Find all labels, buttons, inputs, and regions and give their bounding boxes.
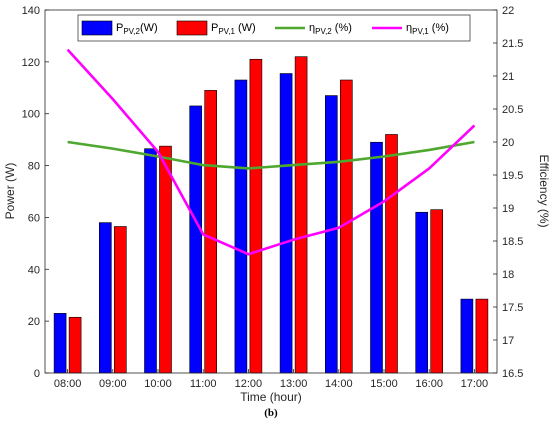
bar-p-pv2-1600 [415, 211, 429, 374]
bars-layer [53, 56, 489, 374]
x-axis: 08:00 09:00 10:00 11:00 12:00 13:00 14:00 15:00… [54, 369, 488, 390]
y-tick-label: 120 [22, 57, 40, 69]
legend-label: ηPV,1 (%) [406, 22, 449, 36]
y2-tick-label: 21 [502, 71, 514, 83]
bar-p-pv1-1000 [159, 145, 172, 374]
y2-axis-label: Efficiency (%) [537, 154, 550, 227]
bar-p-pv2-1200 [234, 79, 248, 374]
x-tick-label: 14:00 [325, 378, 353, 390]
y-tick-label: 60 [28, 212, 40, 224]
legend-label: PPV,1 (W) [211, 22, 256, 36]
y2-tick-label: 20 [502, 137, 514, 149]
y-tick-label: 100 [22, 109, 40, 121]
y-tick-label: 20 [28, 316, 40, 328]
y2-tick-label: 17 [502, 335, 514, 347]
y2-tick-label: 18.5 [502, 236, 523, 248]
bar-p-pv2-0900 [99, 222, 112, 374]
y2-tick-label: 22 [502, 5, 514, 17]
bar-p-pv2-0800 [53, 313, 67, 374]
legend-label: PPV,2(W) [116, 22, 158, 36]
legend-box [77, 14, 471, 42]
bar-p-pv2-1300 [279, 73, 293, 374]
bar-p-pv1-1100 [204, 90, 217, 374]
legend: PPV,2(W) PPV,1 (W) ηPV,2 (%) ηPV,1 (%) [77, 14, 471, 42]
bar-p-pv1-0900 [114, 226, 127, 374]
legend-swatch [176, 20, 208, 36]
x-tick-label: 15:00 [370, 378, 398, 390]
bar-p-pv1-1300 [294, 56, 308, 374]
y-tick-label: 80 [28, 161, 40, 173]
x-tick-label: 10:00 [144, 378, 172, 390]
legend-swatch [81, 20, 113, 36]
x-tick-label: 17:00 [461, 378, 489, 390]
bar-p-pv1-1700 [475, 298, 489, 374]
x-tick-label: 08:00 [54, 378, 82, 390]
bar-p-pv2-1000 [144, 148, 157, 374]
x-tick-label: 16:00 [415, 378, 443, 390]
y-tick-label: 40 [28, 264, 40, 276]
bar-p-pv1-1600 [430, 209, 444, 374]
plot-area [45, 10, 497, 373]
x-tick-label: 11:00 [190, 378, 217, 390]
x-tick-label: 09:00 [99, 378, 127, 390]
y-axis-label: Power (W) [3, 163, 17, 220]
lines-layer [66, 48, 476, 256]
bar-p-pv1-1200 [249, 58, 263, 374]
y2-tick-label: 16.5 [502, 368, 523, 380]
y2-tick-label: 19.5 [502, 170, 523, 182]
y2-tick-label: 21.5 [502, 38, 523, 50]
y2-tick-label: 18 [502, 269, 514, 281]
line-eta-pv2 [67, 140, 475, 170]
y2-tick-label: 19 [502, 203, 514, 215]
plot-frame [44, 9, 498, 374]
bar-p-pv2-1100 [189, 105, 202, 374]
left-axis: 0 20 40 60 80 100 120 140 [22, 5, 49, 380]
y-tick-label: 0 [34, 368, 40, 380]
y2-tick-label: 17.5 [502, 302, 523, 314]
right-axis: 16.5 17 17.5 18 18.5 19 19.5 20 20.5 21 21.5 22 [493, 5, 523, 380]
bar-p-pv1-0800 [68, 316, 82, 374]
x-tick-label: 12:00 [235, 378, 263, 390]
x-axis-label: Time (hour) [240, 390, 302, 404]
legend-label: ηPV,2 (%) [309, 22, 352, 36]
x-tick-label: 13:00 [280, 378, 308, 390]
bar-p-pv2-1400 [324, 95, 338, 374]
line-eta-pv1 [66, 48, 476, 256]
bar-p-pv2-1500 [370, 141, 383, 374]
figure-caption: (b) [264, 407, 278, 419]
bar-p-pv2-1700 [460, 298, 474, 374]
y2-tick-label: 20.5 [502, 104, 523, 116]
bar-p-pv1-1500 [385, 134, 398, 374]
y-tick-label: 140 [22, 5, 40, 17]
